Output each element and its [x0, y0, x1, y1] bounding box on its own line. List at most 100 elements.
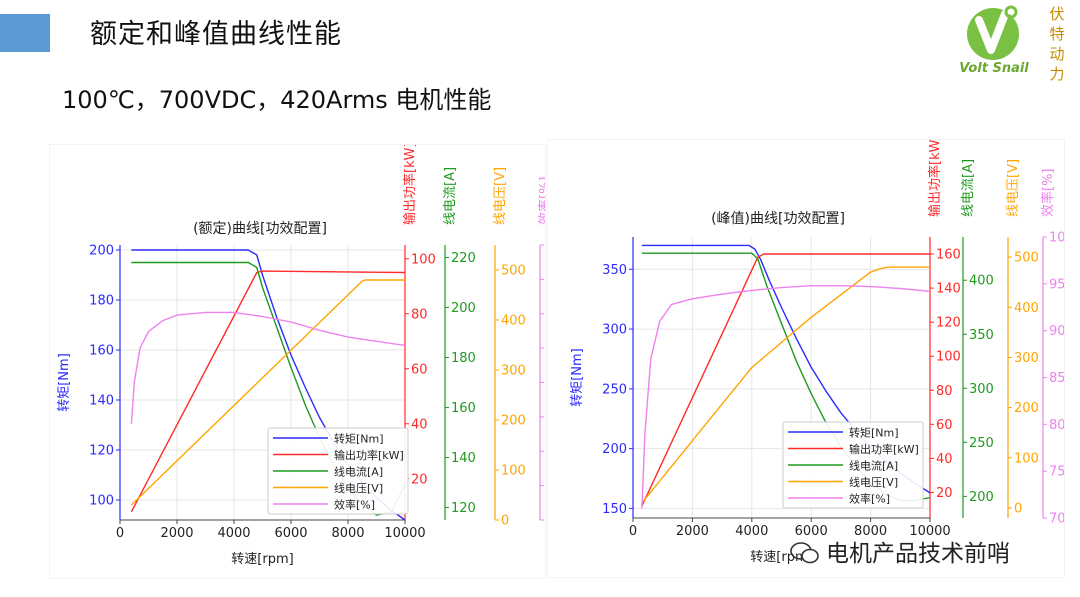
x-tick-label: 0	[629, 524, 637, 539]
power-axis-label: 输出功率[kW]	[927, 140, 943, 217]
voltage-series-line	[641, 266, 930, 504]
voltage-tick-label: 300	[501, 364, 526, 379]
power-tick-label: 60	[936, 418, 953, 433]
power-tick-label: 40	[411, 417, 428, 432]
peak-chart-panel: 0 2000 4000 6000 8000 10000 转速[rpm] (峰值)曲线[功效配置…	[548, 134, 1074, 577]
logo-v-mark	[975, 10, 1009, 54]
torque-tick-label: 350	[602, 263, 627, 278]
x-tick-label: 4000	[735, 524, 768, 539]
efficiency-axis-label: 效率[%]	[1040, 169, 1056, 218]
torque-tick-label: 200	[89, 244, 114, 259]
voltage-series-line	[130, 279, 405, 506]
legend-box	[782, 421, 924, 509]
torque-tick-label: 300	[602, 323, 627, 338]
current-tick-label: 180	[451, 351, 476, 366]
logo-text: Volt Snail	[959, 61, 1029, 76]
power-tick-label: 140	[936, 282, 961, 297]
torque-tick-label: 100	[89, 494, 114, 509]
x-tick-label: 6000	[795, 524, 828, 539]
rated-chart-panel: 0 2000 4000 6000 8000 10000 转速[rpm] (额定)曲线[功效配置…	[50, 142, 583, 578]
voltage-tick-label: 100	[1014, 451, 1039, 466]
legend-label-efficiency: 效率[%]	[849, 492, 890, 506]
chart-title: (额定)曲线[功效配置]	[193, 221, 327, 237]
voltage-tick-label: 0	[501, 514, 509, 529]
legend-label-current: 线电流[A]	[849, 459, 898, 473]
legend-label-power: 输出功率[kW]	[334, 448, 404, 462]
power-tick-label: 100	[936, 350, 961, 365]
current-tick-label: 140	[451, 451, 476, 466]
watermark-text: 电机产品技术前哨	[826, 541, 1010, 567]
x-tick-label: 10000	[384, 526, 425, 541]
slide-title: 额定和峰值曲线性能	[90, 19, 342, 50]
power-tick-label: 100	[411, 252, 436, 267]
x-tick-label: 6000	[274, 526, 307, 541]
power-tick-label: 20	[936, 486, 953, 501]
x-tick-label: 2000	[676, 524, 709, 539]
voltage-axis-label: 线电压[V]	[1006, 159, 1021, 217]
efficiency-tick-label: 75	[1049, 465, 1064, 480]
chart-legend: 转矩[Nm] 输出功率[kW] 线电流[A] 线电压[V] 效率[%]	[267, 427, 409, 515]
peak-chart: 0 2000 4000 6000 8000 10000转速[rpm](峰值)曲线[功效配置…	[570, 134, 1074, 565]
chart-legend: 转矩[Nm] 输出功率[kW] 线电流[A] 线电压[V] 效率[%]	[782, 421, 924, 509]
power-axis-label: 输出功率[kW]	[402, 145, 418, 225]
torque-tick-label: 180	[89, 294, 114, 309]
power-tick-label: 20	[411, 472, 428, 487]
power-series-line	[130, 270, 406, 513]
voltage-tick-label: 0	[1014, 501, 1022, 516]
voltage-tick-label: 200	[501, 414, 526, 429]
legend-label-torque: 转矩[Nm]	[334, 432, 384, 446]
efficiency-tick-label: 70	[1049, 512, 1064, 527]
voltage-axis-label: 线电压[V]	[493, 167, 508, 225]
legend-label-current: 线电流[A]	[334, 465, 383, 479]
current-tick-label: 300	[969, 382, 994, 397]
torque-tick-label: 140	[89, 394, 114, 409]
x-tick-label: 4000	[217, 526, 250, 541]
efficiency-tick-label: 95	[1049, 277, 1064, 292]
power-tick-label: 80	[936, 384, 953, 399]
current-tick-label: 200	[969, 490, 994, 505]
power-tick-label: 40	[936, 452, 953, 467]
voltage-tick-label: 300	[1014, 351, 1039, 366]
voltage-tick-label: 200	[1014, 401, 1039, 416]
chart-title: (峰值)曲线[功效配置]	[711, 211, 845, 227]
legend-label-efficiency: 效率[%]	[334, 498, 375, 512]
current-axis-label: 线电流[A]	[961, 159, 976, 217]
efficiency-tick-label: 90	[1049, 324, 1064, 339]
x-axis-label: 转速[rpm]	[750, 550, 812, 565]
logo-snail-shell	[1004, 5, 1018, 19]
slide-subtitle: 100℃，700VDC，420Arms 电机性能	[62, 86, 492, 114]
title-accent-bar	[0, 14, 50, 52]
volt-snail-logo: Volt Snail	[959, 5, 1029, 76]
voltage-tick-label: 400	[1014, 301, 1039, 316]
current-axis-label: 线电流[A]	[443, 167, 458, 225]
x-tick-label: 8000	[331, 526, 364, 541]
current-tick-label: 400	[969, 274, 994, 289]
power-tick-label: 160	[936, 248, 961, 263]
efficiency-series-line	[641, 284, 931, 509]
x-axis-label: 转速[rpm]	[231, 552, 293, 567]
x-tick-label: 10000	[909, 524, 950, 539]
legend-label-torque: 转矩[Nm]	[849, 426, 899, 440]
x-tick-label: 0	[116, 526, 124, 541]
legend-label-voltage: 线电压[V]	[849, 475, 898, 489]
power-tick-label: 60	[411, 362, 428, 377]
voltage-tick-label: 100	[501, 464, 526, 479]
legend-box	[267, 427, 409, 515]
torque-tick-label: 250	[602, 382, 627, 397]
current-tick-label: 200	[451, 301, 476, 316]
torque-tick-label: 120	[89, 444, 114, 459]
torque-tick-label: 160	[89, 344, 114, 359]
voltage-tick-label: 400	[501, 314, 526, 329]
logo-side-text: 伏特动力	[1049, 5, 1065, 83]
power-tick-label: 120	[936, 316, 961, 331]
rated-chart: 0 2000 4000 6000 8000 10000转速[rpm](额定)曲线[功效配置…	[57, 142, 583, 567]
torque-tick-label: 200	[602, 442, 627, 457]
efficiency-tick-label: 100	[1049, 231, 1064, 246]
current-tick-label: 220	[451, 251, 476, 266]
x-tick-label: 2000	[160, 526, 193, 541]
wechat-icon	[790, 542, 819, 564]
current-tick-label: 350	[969, 328, 994, 343]
efficiency-axis-label: 效率[%]	[537, 177, 545, 226]
efficiency-tick-label: 80	[1049, 418, 1064, 433]
legend-label-power: 输出功率[kW]	[849, 442, 919, 456]
